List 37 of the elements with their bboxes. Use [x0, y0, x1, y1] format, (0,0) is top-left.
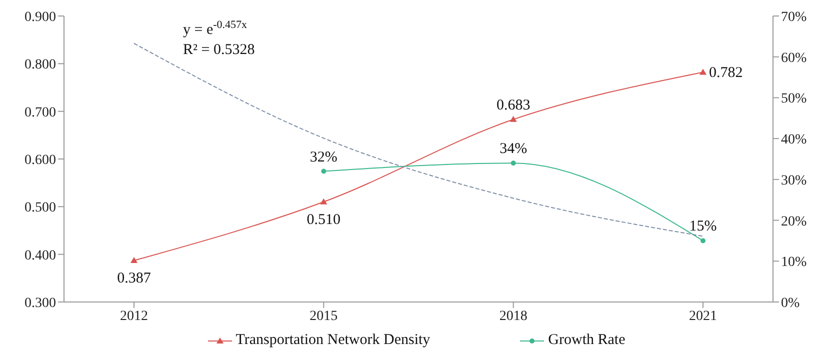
point	[700, 68, 706, 75]
y2-tick-label: 40%	[781, 132, 807, 148]
point	[130, 257, 138, 264]
data-label: 0.782	[709, 65, 743, 82]
point	[700, 238, 706, 244]
annotation: y = e$^{-0.457x}$	[183, 19, 248, 38]
y2-tick-label: 60%	[781, 50, 807, 66]
y2-tick-label: 50%	[781, 92, 807, 107]
legend-label: Growth Rate	[547, 332, 626, 349]
y-tick-label: 0.400	[24, 248, 56, 264]
x-tick-label: 2015	[310, 308, 338, 324]
y-tick-label: 0.800	[24, 58, 56, 73]
y2-tick-label: 30%	[781, 173, 807, 188]
point	[321, 168, 326, 174]
legend-label: Transportation Network Density	[234, 332, 430, 349]
y-tick-label: 0.900	[24, 10, 56, 25]
data-label: 15%	[689, 218, 717, 235]
y2-tick-label: 0%	[781, 296, 800, 311]
point	[320, 198, 328, 204]
point	[510, 116, 517, 122]
y2-tick-label: 10%	[781, 255, 807, 270]
y-tick-label: 0.300	[24, 296, 56, 311]
point	[510, 160, 516, 166]
data-label: 32%	[310, 149, 338, 166]
data-label: 0.510	[306, 212, 341, 228]
data-label: 0.683	[496, 97, 530, 114]
y-tick-label: 0.500	[24, 200, 56, 216]
data-label: 34%	[500, 141, 528, 158]
x-tick-label: 2012	[120, 308, 148, 324]
x-tick-label: 2021	[689, 308, 717, 324]
annotation: R² = 0.5328	[183, 42, 255, 58]
y-tick-label: 0.700	[24, 105, 56, 120]
x-tick-label: 2018	[499, 308, 528, 324]
y-tick-label: 0.600	[24, 152, 56, 168]
data-label: 0.387	[117, 270, 152, 287]
y2-tick-label: 70%	[781, 10, 807, 25]
y2-tick-label: 20%	[781, 214, 807, 230]
